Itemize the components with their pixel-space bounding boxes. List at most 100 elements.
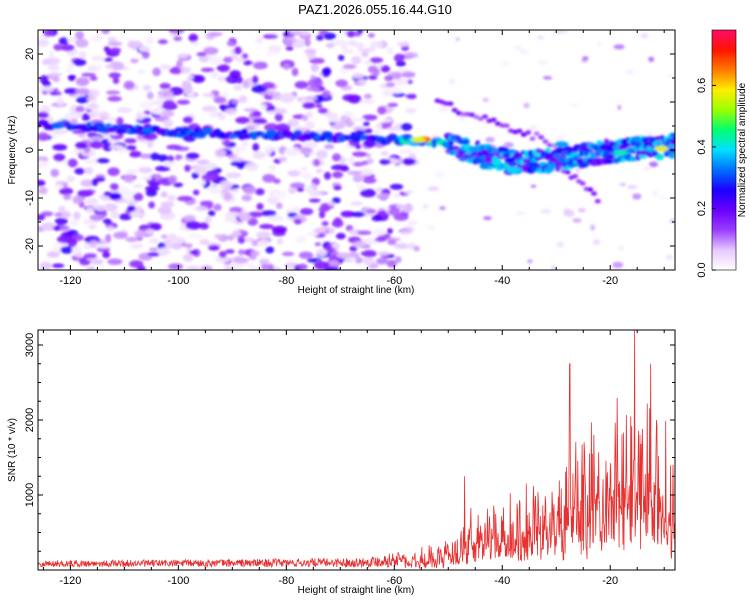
heatmap-cell [173,182,184,188]
heatmap-cell [103,57,114,62]
heatmap-cell [201,173,216,182]
spectrogram-signal-ridge [38,98,675,204]
heatmap-cell [405,203,412,212]
heatmap-cell [137,69,145,74]
heatmap-cell [166,144,183,150]
heatmap-cell [261,82,276,89]
heatmap-cell [363,128,373,134]
heatmap-cell [262,34,278,39]
heatmap-cell [63,113,78,120]
heatmap-cell [207,186,223,194]
heatmap-cell [266,110,276,115]
heatmap-cell [168,263,184,270]
heatmap-cell [89,136,104,141]
heatmap-cell [380,65,391,73]
heatmap-cell [447,101,454,106]
heatmap-cell [344,256,357,263]
heatmap-cell [225,76,233,82]
heatmap-cell [357,230,372,236]
heatmap-cell [214,234,223,239]
heatmap-cell [241,194,252,202]
heatmap-cell [367,33,375,38]
heatmap-cell [533,131,540,136]
heatmap-cell [392,92,406,97]
heatmap-cell [306,231,319,237]
heatmap-cell [281,251,295,257]
heatmap-cell [361,50,369,58]
heatmap-cell [669,138,675,146]
heatmap-cell [520,132,527,137]
heatmap-cell [369,40,385,49]
heatmap-cell [592,239,601,246]
heatmap-cell [183,243,193,248]
heatmap-cell [669,132,675,137]
heatmap-cell [38,111,49,119]
heatmap-cell [353,42,365,48]
heatmap-cell [182,253,194,262]
heatmap-cell [75,141,88,150]
heatmap-cell [309,57,325,64]
heatmap-cell [455,37,460,42]
heatmap-cell [108,72,122,79]
heatmap-cell [226,40,234,47]
heatmap-cell [331,219,344,228]
heatmap-cell [140,176,153,181]
heatmap-cell [252,118,268,124]
heatmap-cell [338,54,345,61]
heatmap-cell [123,174,135,183]
heatmap-cell [107,41,123,46]
heatmap-cell [377,106,387,115]
heatmap-cell [310,75,317,80]
heatmap-cell [242,79,250,89]
heatmap-cell [213,203,222,211]
heatmap-cell [255,188,265,196]
heatmap-cell [242,140,249,147]
heatmap-cell [167,194,176,202]
heatmap-cell [64,88,79,95]
heatmap-cell [402,158,416,166]
heatmap-cell [276,238,284,245]
heatmap-cell [361,114,378,121]
heatmap-cell [187,75,194,80]
heatmap-cell [174,154,183,160]
heatmap-cell [223,192,232,201]
heatmap-cell [38,106,52,113]
heatmap-cell [69,218,80,228]
heatmap-cell [145,229,155,235]
heatmap-cell [265,246,275,254]
heatmap-cell [102,218,112,224]
heatmap-cell [352,174,364,183]
heatmap-cell [152,67,161,77]
heatmap-cell [86,206,94,214]
heatmap-cell [300,30,310,36]
heatmap-cell [655,153,665,161]
heatmap-cell [53,43,63,51]
heatmap-cell [208,55,224,65]
heatmap-cell [266,91,282,96]
heatmap-cell [339,156,347,165]
heatmap-cell [208,32,223,37]
heatmap-cell [217,75,226,82]
heatmap-cell [306,53,317,60]
heatmap-cell [132,212,146,218]
heatmap-cell [110,210,120,219]
heatmap-cell [279,156,287,163]
heatmap-cell [159,82,171,90]
heatmap-cell [185,221,201,230]
heatmap-cell [396,41,411,47]
heatmap-cell [227,234,235,241]
heatmap-cell [79,51,87,59]
heatmap-hotspot [411,137,426,143]
x-tick-label: -20 [602,575,618,587]
heatmap-cell [150,152,160,161]
heatmap-cell [288,187,297,194]
heatmap-cell [259,104,268,111]
heatmap-cell [366,158,374,164]
heatmap-cell [276,202,283,210]
heatmap-cell [350,117,366,123]
heatmap-cell [167,155,174,163]
heatmap-cell [109,47,122,54]
heatmap-cell [127,205,136,212]
heatmap-cell [216,64,230,72]
heatmap-cell [197,178,206,186]
